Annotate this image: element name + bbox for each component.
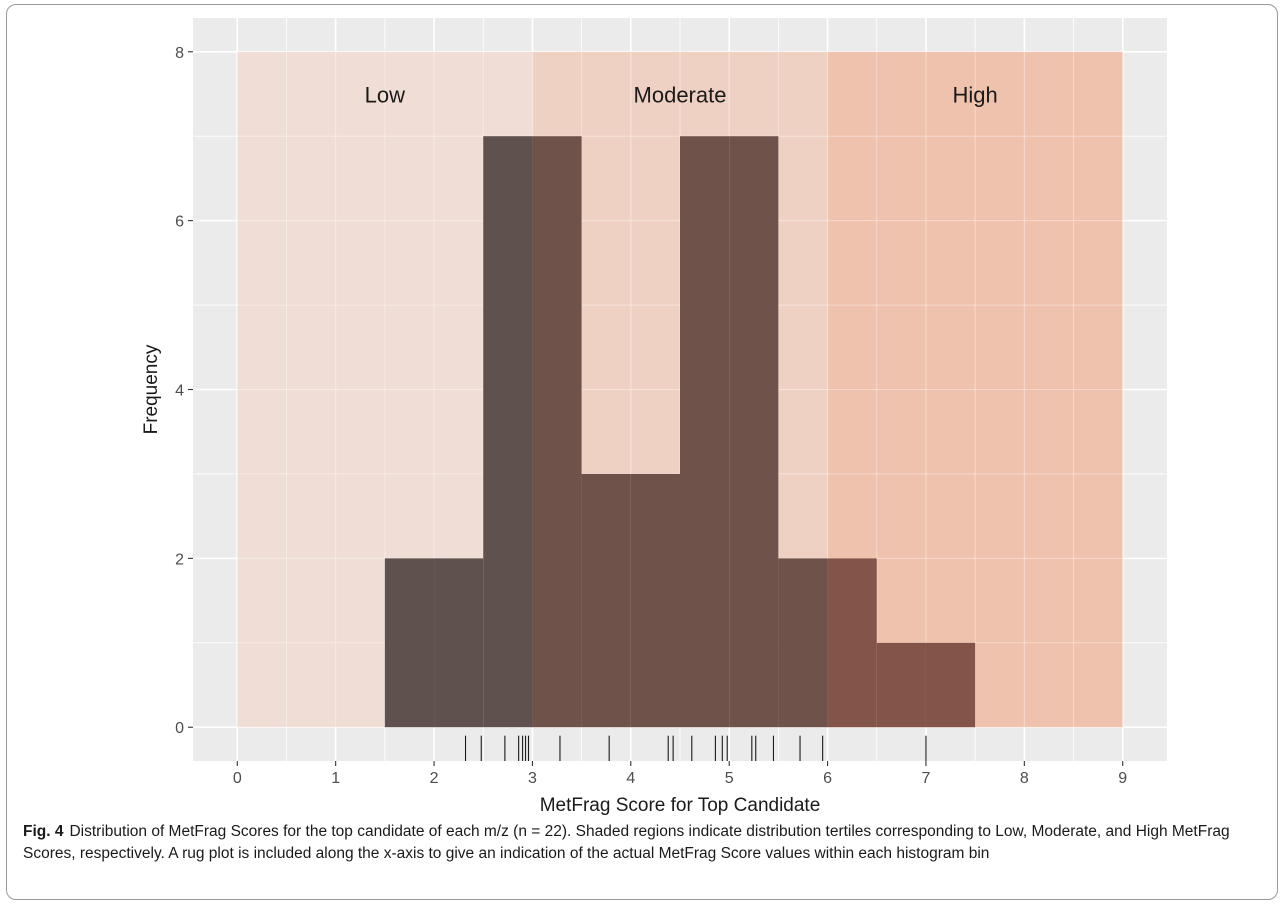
region-label-low: Low <box>365 82 405 107</box>
histogram-bar <box>483 136 533 728</box>
histogram-bar <box>434 558 484 728</box>
x-tick-label: 7 <box>922 770 931 787</box>
region-label-high: High <box>953 82 998 107</box>
histogram-bar <box>729 136 779 728</box>
histogram-bar <box>925 642 976 728</box>
x-axis-title: MetFrag Score for Top Candidate <box>540 795 821 816</box>
histogram-bar <box>384 558 435 728</box>
x-tick-label: 6 <box>823 770 832 787</box>
region-high <box>827 51 1123 728</box>
x-tick-label: 1 <box>331 770 340 787</box>
y-tick-label: 6 <box>175 214 184 231</box>
x-tick-label: 4 <box>626 770 635 787</box>
y-axis-title: Frequency <box>141 344 162 434</box>
histogram-bar <box>680 136 730 728</box>
y-tick-label: 0 <box>175 720 184 737</box>
figure-frame: Low Moderate High 0 1 2 3 4 5 6 7 8 9 0 2 4 6 8 MetFrag Sc… <box>6 4 1278 900</box>
y-tick-label: 8 <box>175 45 184 62</box>
histogram-bar <box>630 473 680 728</box>
histogram-bar <box>876 642 926 728</box>
histogram-chart: Low Moderate High 0 1 2 3 4 5 6 7 8 9 0 2 4 6 8 MetFrag Sc… <box>141 18 1167 816</box>
caption-label: Fig. 4 <box>23 823 64 840</box>
histogram-bar <box>827 558 877 728</box>
histogram-bar <box>778 558 828 728</box>
x-tick-label: 2 <box>430 770 439 787</box>
y-tick-label: 2 <box>175 551 184 568</box>
x-tick-label: 8 <box>1020 770 1029 787</box>
x-tick-label: 9 <box>1118 770 1127 787</box>
figure-caption: Fig. 4 Distribution of MetFrag Scores for… <box>23 821 1273 865</box>
x-tick-label: 3 <box>528 770 537 787</box>
histogram-bar <box>532 136 582 728</box>
y-tick-label: 4 <box>175 383 184 400</box>
caption-text: Distribution of MetFrag Scores for the t… <box>23 823 1230 862</box>
region-label-moderate: Moderate <box>634 82 727 107</box>
x-tick-label: 0 <box>233 770 242 787</box>
histogram-bar <box>581 473 631 728</box>
x-tick-label: 5 <box>725 770 734 787</box>
